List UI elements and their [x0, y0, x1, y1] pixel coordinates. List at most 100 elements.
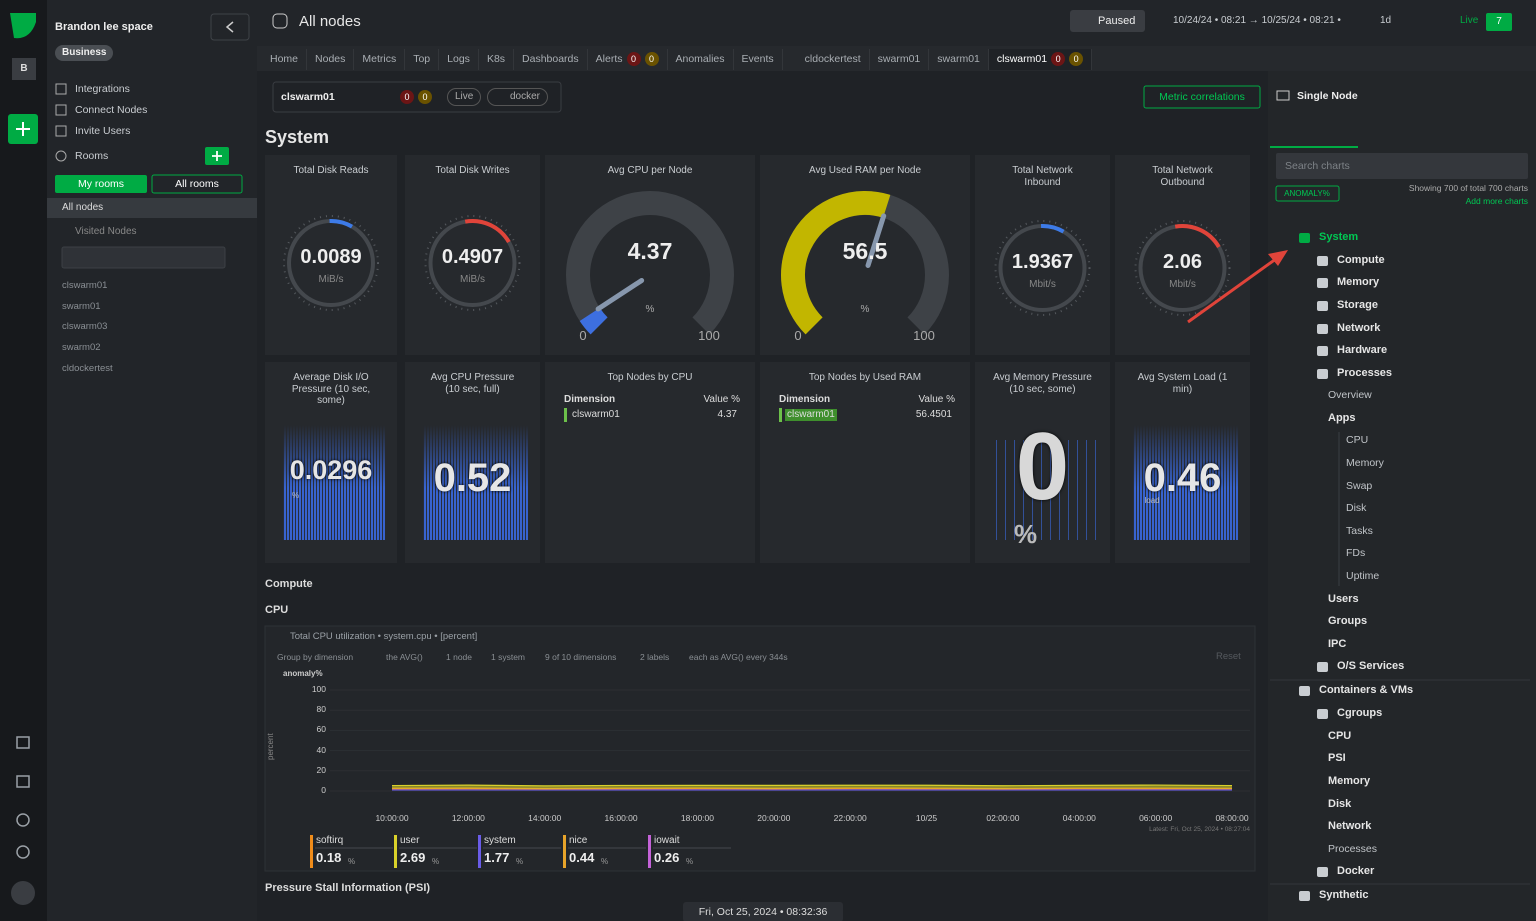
node-search[interactable] [61, 246, 226, 269]
legend-name[interactable]: iowait [654, 835, 680, 846]
tab[interactable]: Events [734, 49, 783, 70]
tree-item[interactable]: Overview [1328, 389, 1372, 401]
legend-name[interactable]: softirq [316, 835, 344, 846]
tree-item[interactable]: Users [1328, 593, 1359, 605]
tab[interactable]: clswarm01 0 0 [988, 49, 1093, 70]
tab[interactable]: Dashboards [514, 49, 588, 70]
tree-item[interactable]: PSI [1328, 752, 1346, 764]
time-range: 10/24/24 • 08:21 → 10/25/24 • 08:21 • [1173, 15, 1341, 26]
big-unit: % [1013, 519, 1038, 549]
room-name[interactable]: All nodes [299, 13, 361, 30]
tree-item[interactable]: O/S Services [1337, 660, 1405, 672]
tree-item[interactable]: Synthetic [1319, 889, 1369, 901]
chart-card [264, 625, 1256, 872]
tab-label: Nodes [315, 52, 346, 65]
tree-item[interactable]: Disk [1346, 502, 1367, 514]
tree-item[interactable]: Swap [1346, 480, 1373, 492]
y-label: percent [266, 733, 275, 760]
chart-search[interactable] [1276, 153, 1528, 179]
toolbar-item[interactable]: the AVG() [386, 652, 423, 662]
tree-item[interactable]: Containers & VMs [1319, 684, 1414, 696]
legend-name[interactable]: nice [569, 835, 588, 846]
gauge-max: 100 [698, 328, 720, 343]
tab[interactable]: Home [262, 49, 308, 70]
tree-icon [1299, 891, 1310, 901]
tree-item[interactable]: CPU [1346, 434, 1369, 446]
toolbar-item[interactable]: 1 system [491, 652, 526, 662]
tree-item[interactable]: Disk [1328, 798, 1352, 810]
toolbar-item[interactable]: Group by dimension [277, 652, 354, 662]
add-charts[interactable]: Add more charts [1465, 196, 1528, 206]
paused-button[interactable] [1070, 10, 1145, 32]
all-rooms[interactable]: All rooms [175, 178, 219, 190]
gauge-value: 2.06 [1163, 251, 1202, 273]
tab[interactable]: Top [405, 49, 440, 70]
tab[interactable]: Alerts 0 0 [588, 49, 668, 70]
section-title: System [265, 127, 330, 147]
anomaly-button-label[interactable]: ANOMALY% [1284, 189, 1330, 198]
tree-item[interactable]: Docker [1337, 865, 1375, 877]
tab[interactable]: Nodes [307, 49, 355, 70]
menu-item[interactable]: Integrations [75, 83, 130, 95]
legend-name[interactable]: user [400, 835, 420, 846]
timestamp-pill [683, 902, 843, 921]
all-rooms-button[interactable] [151, 174, 243, 194]
toolbar-item[interactable]: 9 of 10 dimensions [545, 652, 617, 662]
correlations[interactable]: Metric correlations [1159, 91, 1245, 103]
node-link[interactable]: swarm01 [62, 300, 101, 312]
tree-item[interactable]: Cgroups [1337, 707, 1383, 719]
tree-item[interactable]: Hardware [1337, 344, 1388, 356]
tab[interactable]: swarm01 [929, 49, 989, 70]
tree-item[interactable]: Groups [1328, 615, 1368, 627]
legend-name[interactable]: system [484, 835, 516, 846]
tree-item[interactable]: Network [1337, 322, 1381, 334]
all-nodes[interactable]: All nodes [62, 202, 104, 213]
tree-item[interactable]: Processes [1337, 367, 1393, 379]
x-tick-label: 10:00:00 [375, 813, 409, 823]
tab[interactable]: Anomalies [668, 49, 734, 70]
user-avatar[interactable] [11, 881, 35, 905]
tree-item[interactable]: Compute [1337, 254, 1385, 266]
gauge-value: 1.9367 [1011, 251, 1074, 273]
tree-item[interactable]: FDs [1346, 547, 1366, 559]
tree-item[interactable]: Network [1328, 820, 1372, 832]
reset[interactable]: Reset [1216, 651, 1241, 662]
tab[interactable]: cldockertest [797, 49, 870, 70]
toolbar-item[interactable]: 1 node [446, 652, 472, 662]
node-link[interactable]: cldockertest [62, 362, 113, 374]
menu-item[interactable]: Connect Nodes [75, 104, 148, 116]
my-rooms-button[interactable] [55, 175, 147, 193]
menu-item[interactable]: Invite Users [75, 125, 131, 137]
collapse-button[interactable] [210, 13, 250, 41]
node-link[interactable]: clswarm01 [62, 280, 108, 291]
my-rooms[interactable]: My rooms [77, 178, 125, 190]
tree-item[interactable]: Memory [1328, 775, 1371, 787]
node-link[interactable]: swarm02 [62, 342, 101, 354]
tree-item[interactable]: IPC [1328, 638, 1347, 650]
tree-item[interactable]: Processes [1328, 843, 1378, 855]
tree-item[interactable]: Tasks [1346, 525, 1373, 537]
tab[interactable]: swarm01 [870, 49, 930, 70]
tree-item[interactable]: CPU [1328, 730, 1352, 742]
toolbar-item[interactable]: each as AVG() every 344s [689, 652, 788, 662]
paused[interactable]: Paused [1098, 15, 1136, 27]
tree-icon [1317, 867, 1328, 877]
tree-item[interactable]: Memory [1337, 276, 1380, 288]
node-link[interactable]: clswarm03 [62, 321, 108, 333]
search-placeholder[interactable]: Search charts [1285, 160, 1350, 172]
anomaly-button[interactable] [1275, 185, 1340, 202]
toolbar-item[interactable]: 2 labels [640, 652, 670, 662]
tree-icon [1317, 369, 1328, 379]
tree-item[interactable]: Uptime [1346, 570, 1380, 582]
tree-item[interactable]: Apps [1328, 412, 1356, 424]
correlations-button[interactable] [1143, 85, 1261, 109]
gauge-value: 0.4907 [441, 246, 504, 268]
tab[interactable]: Logs [439, 49, 479, 70]
tree-item[interactable]: Storage [1337, 299, 1378, 311]
tab[interactable]: Metrics [354, 49, 406, 70]
tree-item[interactable]: System [1319, 231, 1359, 243]
tree-item[interactable]: Memory [1346, 457, 1384, 469]
tab[interactable]: K8s [479, 49, 515, 70]
